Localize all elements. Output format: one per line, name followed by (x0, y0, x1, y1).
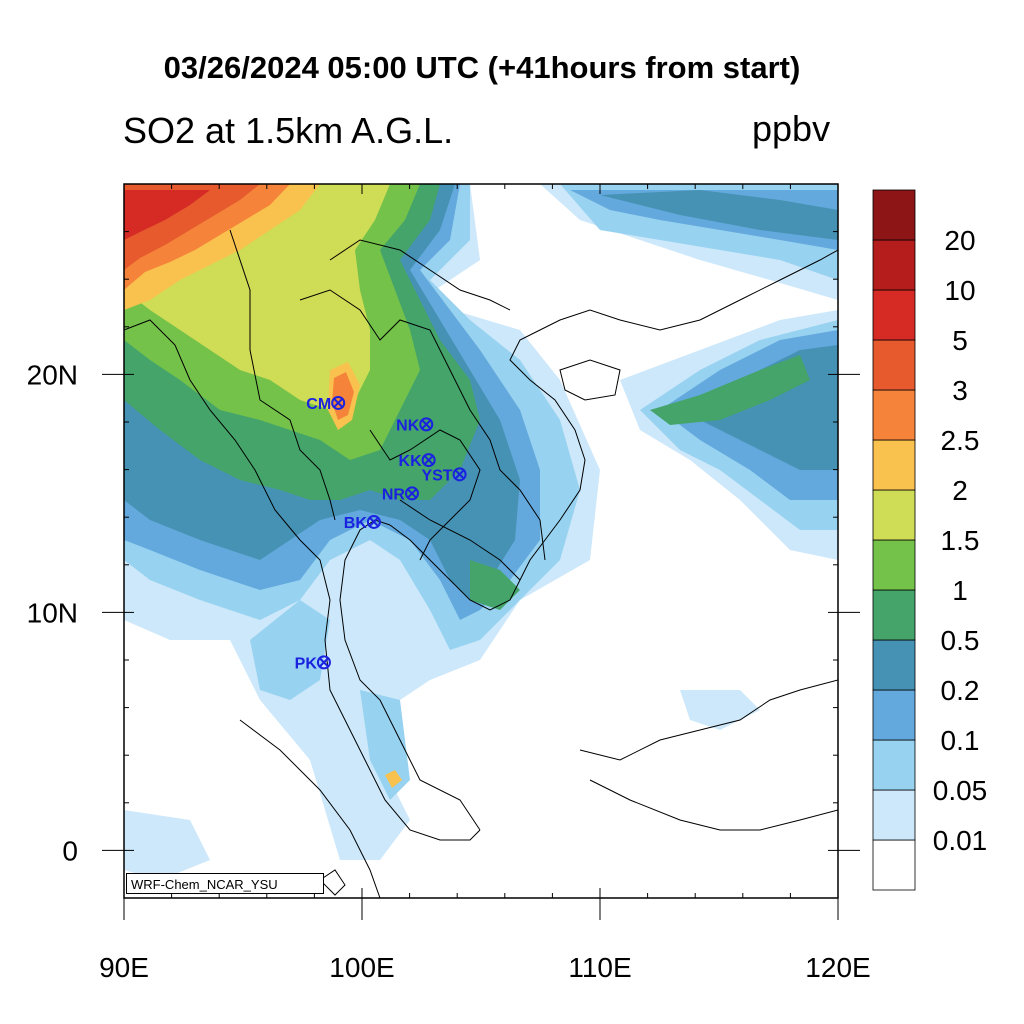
x-axis-labels: 90E 100E 110E 120E (99, 952, 871, 983)
y-tick-label: 0 (62, 835, 78, 866)
colorbar-level-label: 0.01 (933, 825, 988, 856)
colorbar-box (872, 539, 916, 591)
colorbar-level-label: 0.05 (933, 775, 988, 806)
country-borders (229, 229, 546, 581)
x-tick-label: 120E (805, 952, 870, 983)
station-marker-icon (316, 655, 331, 670)
colorbar-level-label: 10 (944, 275, 975, 306)
station-label: NK (396, 417, 420, 434)
colorbar-level-label: 20 (944, 225, 975, 256)
colorbar-box (872, 839, 916, 891)
station-nk: NK (396, 417, 434, 434)
model-credit: WRF-Chem_NCAR_YSU (126, 873, 324, 894)
station-bk: BK (344, 514, 381, 532)
station-marker-icon (331, 395, 346, 410)
station-marker-icon (421, 453, 436, 468)
colorbar-level-label: 5 (952, 325, 968, 356)
station-marker-icon (452, 467, 467, 482)
colorbar-box (872, 589, 916, 641)
station-marker-icon (419, 417, 434, 432)
variable-title: SO2 at 1.5km A.G.L. (123, 110, 454, 151)
colorbar-box (872, 339, 916, 391)
colorbar (872, 189, 916, 891)
colorbar-level-label: 0.5 (941, 625, 980, 656)
so2-field (124, 184, 838, 898)
colorbar-box (872, 689, 916, 741)
colorbar-level-label: 0.1 (941, 725, 980, 756)
y-tick-label: 10N (27, 597, 78, 628)
station-label: YST (421, 467, 452, 484)
colorbar-level-label: 0.2 (941, 675, 980, 706)
coastlines (124, 249, 838, 898)
colorbar-level-label: 1 (952, 575, 968, 606)
colorbar-box (872, 439, 916, 491)
station-cm: CM (306, 395, 346, 413)
colorbar-box (872, 189, 916, 241)
plot-frame (123, 183, 839, 899)
x-tick-label: 110E (568, 952, 631, 983)
station-label: CM (306, 396, 331, 413)
colorbar-level-label: 2 (952, 475, 968, 506)
station-label: NR (382, 486, 406, 503)
station-kk: KK (399, 453, 436, 470)
colorbar-box (872, 639, 916, 691)
colorbar-level-label: 2.5 (941, 425, 980, 456)
colorbar-level-label: 3 (952, 375, 968, 406)
colorbar-box (872, 289, 916, 341)
x-tick-label: 90E (99, 952, 149, 983)
y-tick-label: 20N (27, 359, 78, 390)
colorbar-box (872, 239, 916, 291)
station-label: PK (295, 655, 318, 672)
station-label: KK (399, 453, 423, 470)
colorbar-box (872, 389, 916, 441)
station-marker-icon (366, 514, 381, 529)
x-tick-label: 100E (329, 952, 394, 983)
station-yst: YST (421, 467, 467, 484)
station-marker-icon (404, 486, 419, 501)
axis-ticks (102, 183, 860, 920)
map-title: 03/26/2024 05:00 UTC (+41hours from star… (163, 50, 801, 85)
colorbar-level-label: 1.5 (941, 525, 980, 556)
colorbar-box (872, 789, 916, 841)
station-nr: NR (382, 486, 419, 503)
units-label: ppbv (752, 108, 831, 149)
station-pk: PK (295, 655, 331, 672)
colorbar-box (872, 489, 916, 541)
station-label: BK (344, 515, 368, 532)
colorbar-labels: 0.01 0.05 0.1 0.2 0.5 1 1.5 2 2.5 3 5 10 20 (933, 225, 988, 856)
colorbar-box (872, 739, 916, 791)
y-axis-labels: 0 10N 20N (27, 359, 78, 866)
